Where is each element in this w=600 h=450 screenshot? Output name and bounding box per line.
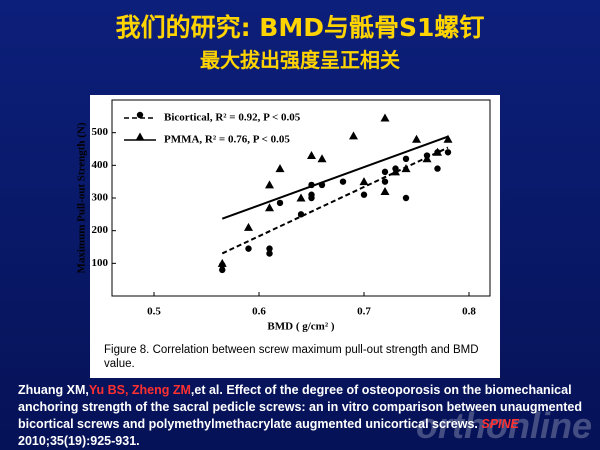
triangle-marker xyxy=(433,147,442,156)
slide-title: 我们的研究: BMD与骶骨S1螺钉 xyxy=(115,13,485,42)
triangle-marker xyxy=(275,164,285,173)
triangle-marker xyxy=(412,134,421,143)
citation-part: SPINE xyxy=(481,417,519,431)
circle-marker xyxy=(308,191,315,198)
citation-part: ,et al. Effect of the degree of osteopor… xyxy=(18,383,583,431)
circle-marker xyxy=(266,250,273,257)
citation: Zhuang XM,Yu BS, Zheng ZM,et al. Effect … xyxy=(18,382,583,450)
circle-marker xyxy=(402,155,410,162)
y-tick-label: 200 xyxy=(92,224,109,236)
triangle-marker xyxy=(401,164,411,173)
y-tick-label: 100 xyxy=(92,257,109,269)
triangle-marker xyxy=(317,154,327,163)
circle-marker xyxy=(434,165,441,172)
slide-subtitle: 最大拔出强度呈正相关 xyxy=(200,48,400,72)
triangle-marker xyxy=(380,186,390,195)
citation-part: 2010;35(19):925-931. xyxy=(18,434,140,448)
circle-marker xyxy=(339,178,347,185)
circle-marker xyxy=(444,149,452,156)
triangle-marker xyxy=(217,258,227,267)
triangle-marker xyxy=(244,222,253,231)
y-tick-label: 300 xyxy=(92,192,109,204)
x-tick-label: 0.6 xyxy=(252,306,266,318)
circle-marker xyxy=(136,111,144,119)
y-tick-label: 400 xyxy=(92,159,109,171)
circle-marker xyxy=(219,266,226,274)
circle-marker xyxy=(245,245,252,252)
trend-line xyxy=(221,146,449,255)
triangle-marker xyxy=(135,132,145,141)
watermark: orthonline xyxy=(416,405,592,446)
triangle-marker xyxy=(307,151,316,160)
legend-label: PMMA, R² = 0.76, P < 0.05 xyxy=(164,134,290,146)
caption-text: Figure 8. Correlation between screw maxi… xyxy=(104,344,479,356)
circle-marker xyxy=(381,168,389,176)
trend-line xyxy=(221,135,449,220)
triangle-marker xyxy=(265,180,274,189)
x-tick-label: 0.8 xyxy=(462,306,476,318)
circle-marker xyxy=(381,178,389,185)
legend-label: Bicortical, R² = 0.92, P < 0.05 xyxy=(164,112,301,124)
triangle-marker xyxy=(391,167,400,176)
triangle-marker xyxy=(265,203,274,212)
triangle-marker xyxy=(359,177,369,186)
x-tick-label: 0.5 xyxy=(147,306,161,318)
triangle-marker xyxy=(349,131,358,140)
x-axis-label: BMD ( g/cm² ) xyxy=(267,321,334,333)
circle-marker xyxy=(402,194,410,202)
figure-caption: Figure 8. Correlation between screw maxi… xyxy=(104,344,479,370)
y-axis-label: Maximum Pull-out Strength (N) xyxy=(76,122,88,273)
triangle-marker xyxy=(296,193,306,202)
circle-marker xyxy=(276,199,284,207)
triangle-marker xyxy=(422,154,432,163)
circle-marker xyxy=(360,191,368,198)
circle-marker xyxy=(266,245,273,252)
x-tick-label: 0.7 xyxy=(357,306,371,318)
triangle-marker xyxy=(443,134,453,143)
citation-part: Yu BS, Zheng ZM xyxy=(88,383,191,397)
triangle-marker xyxy=(380,113,390,122)
caption-text-line: value. xyxy=(104,358,135,370)
citation-part: Zhuang XM, xyxy=(18,383,89,397)
y-tick-label: 500 xyxy=(92,126,109,138)
figure-panel xyxy=(90,95,500,378)
